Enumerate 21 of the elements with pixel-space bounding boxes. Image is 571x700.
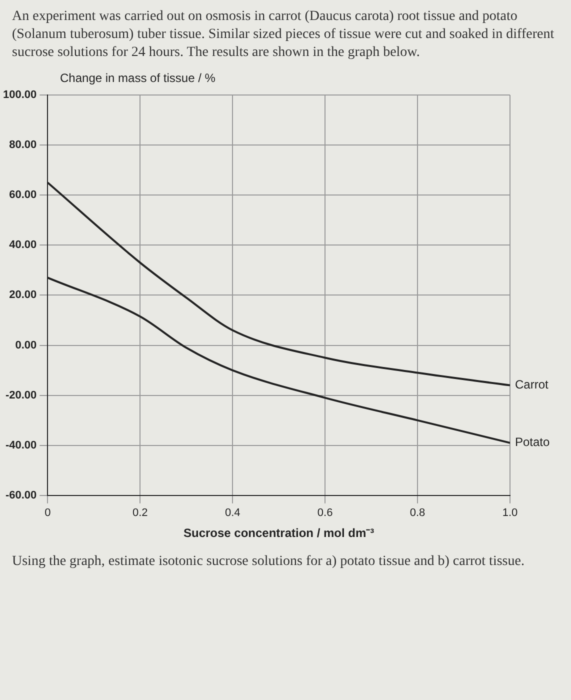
y-tick-label: -20.00: [5, 388, 37, 401]
text: Using the graph, estimate isotonic sucrose solutions for a) potato tissue and b) carrot tissue.: [12, 552, 526, 571]
y-tick-label: 60.00: [9, 188, 37, 201]
x-tick-label: 0: [44, 506, 51, 519]
x-tick-label: 1.0: [502, 506, 518, 519]
chart-title: An experiment was carried out on osmosis in carrot (Daucus carota) root tissue and potato (Solanum tuberosum) tuber tissue. Similar sized pieces of tissue were cut and soaked in different sucrose solutions for 24 hours. The results are shown in the graph below.: [12, 8, 556, 62]
y-tick-label: 80.00: [9, 138, 37, 151]
x-tick-label: 0.2: [132, 506, 148, 519]
x-axis-title: Sucrose concentration / mol dm⁻³: [183, 526, 374, 540]
y-axis-title: Change in mass of tissue / %: [60, 70, 216, 85]
series-label: Carrot: [515, 377, 550, 392]
y-tick-label: 20.00: [9, 288, 37, 301]
x-tick-label: 0.4: [224, 506, 240, 519]
series-label: Potato: [515, 434, 550, 449]
y-tick-label: 0.00: [15, 338, 37, 351]
y-tick-label: 40.00: [9, 238, 37, 251]
x-tick-label: 0.8: [410, 506, 426, 519]
y-tick-label: -40.00: [5, 438, 37, 451]
y-tick-label: 100.00: [2, 88, 37, 101]
x-tick-label: 0.6: [317, 506, 333, 519]
y-tick-label: -60.00: [5, 488, 37, 501]
